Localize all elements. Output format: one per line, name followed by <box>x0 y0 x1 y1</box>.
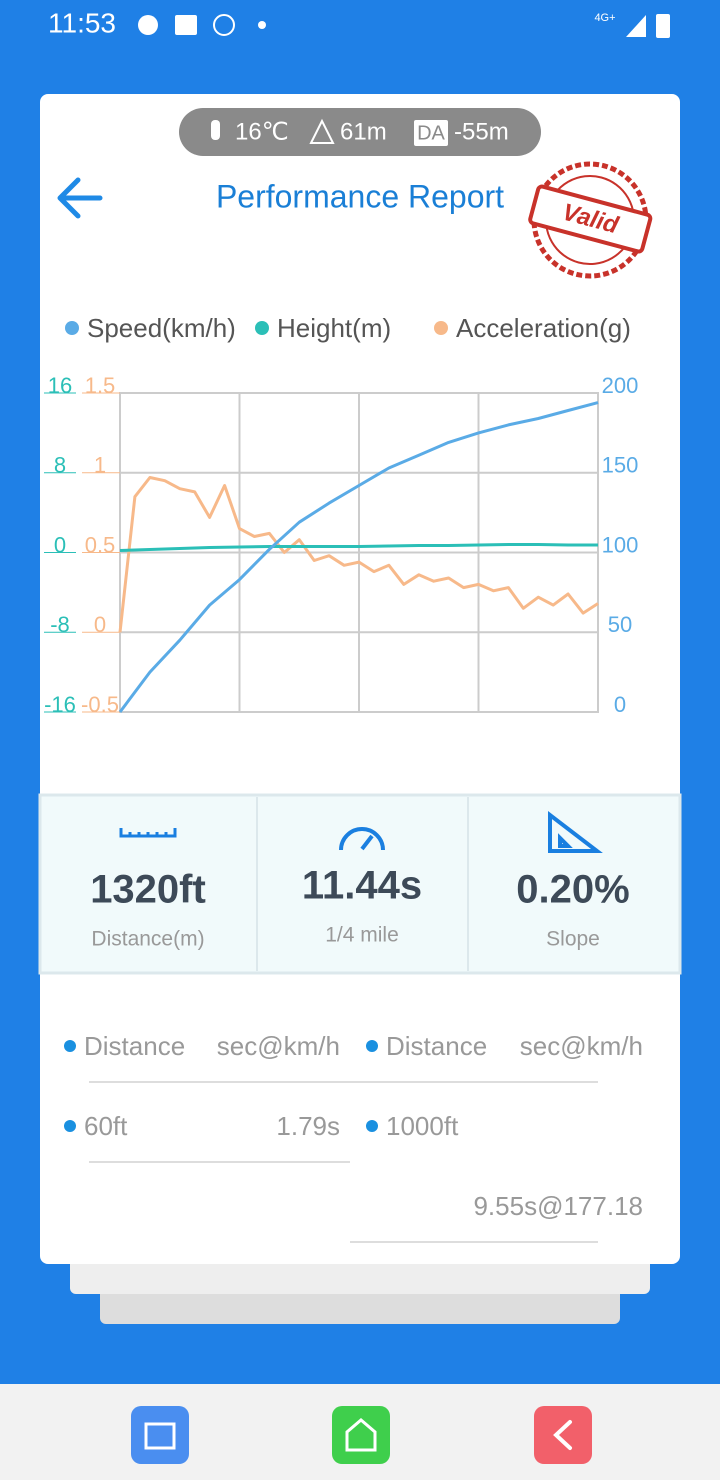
series-line <box>119 543 598 552</box>
legend-marker <box>255 321 269 335</box>
status-icon <box>138 15 158 35</box>
mountain-icon <box>309 118 335 144</box>
ruler-icon <box>119 828 177 838</box>
results-table: Distance sec@km/h Distance sec@km/h 60ft… <box>64 1031 643 1243</box>
y3-tick-label: 1.5 <box>85 373 116 398</box>
bullet <box>64 1040 76 1052</box>
status-network: 4G+ <box>594 12 615 24</box>
y3-tick-label: 0.5 <box>85 532 116 557</box>
gauge-needle <box>360 834 374 851</box>
table-header: sec@km/h <box>520 1031 643 1061</box>
bullet <box>366 1040 378 1052</box>
series-line <box>118 476 599 633</box>
stat-value: 11.44s <box>302 864 422 908</box>
stat-label: 1/4 mile <box>325 924 399 947</box>
stat-value: 0.20% <box>516 868 629 912</box>
y2-tick-label: 100 <box>602 532 639 557</box>
home-button[interactable] <box>332 1406 390 1464</box>
y3-tick-label: -0.5 <box>81 692 119 717</box>
valid-stamp: Valid <box>528 161 653 279</box>
temperature: 16℃ <box>235 118 289 145</box>
legend-marker <box>65 321 79 335</box>
legend-label: Speed(km/h) <box>87 313 236 343</box>
table-cell: 1.79s <box>276 1111 340 1141</box>
y2-tick-label: 150 <box>602 453 639 478</box>
thermo-icon <box>211 120 220 140</box>
status-icon <box>213 14 235 36</box>
table-header: Distance <box>386 1031 487 1061</box>
y2-tick-label: 200 <box>602 373 639 398</box>
recents-button[interactable] <box>131 1406 189 1464</box>
legend-label: Acceleration(g) <box>456 313 631 343</box>
home-icon <box>345 1418 377 1452</box>
bullet <box>64 1120 76 1132</box>
status-time: 11:53 <box>48 7 116 38</box>
conditions-pill <box>179 108 541 156</box>
y-tick-label: -16 <box>44 692 76 717</box>
da-badge: DA <box>417 122 445 144</box>
legend-marker <box>434 321 448 335</box>
stat-label: Distance(m) <box>91 928 204 951</box>
stats-panel <box>38 793 682 975</box>
signal-icon <box>626 15 646 37</box>
y3-tick-label: 0 <box>94 612 106 637</box>
battery-icon <box>656 14 670 38</box>
density-altitude: -55m <box>454 118 509 145</box>
stat-value: 1320ft <box>90 868 206 912</box>
altitude: 61m <box>340 118 387 145</box>
back-nav-icon <box>553 1420 572 1450</box>
series-line <box>118 401 599 713</box>
bullet <box>366 1120 378 1132</box>
y-tick-label: -8 <box>50 612 70 637</box>
table-cell: 9.55s@177.18 <box>473 1191 643 1221</box>
y-tick-label: 8 <box>54 453 66 478</box>
table-header: sec@km/h <box>217 1031 340 1061</box>
table-cell: 1000ft <box>386 1111 459 1141</box>
status-icon <box>175 15 197 35</box>
y2-tick-label: 50 <box>608 612 632 637</box>
gauge-icon <box>339 827 385 851</box>
stat-label: Slope <box>546 928 600 951</box>
y2-tick-label: 0 <box>614 692 626 717</box>
table-header: Distance <box>84 1031 185 1061</box>
back-nav-button[interactable] <box>534 1406 592 1464</box>
chart: 0 50 100 150 200 -16 -8 0 8 16 -0.5 0 0.5 1 1.5 Speed(k… <box>44 313 638 717</box>
page-title: Performance Report <box>216 178 504 214</box>
y-tick-label: 16 <box>48 373 72 398</box>
legend-label: Height(m) <box>277 313 391 343</box>
table-cell: 60ft <box>84 1111 128 1141</box>
recents-icon <box>144 1422 176 1450</box>
status-dot <box>258 21 266 29</box>
da-badge-bg <box>414 120 448 146</box>
slope-icon <box>548 810 603 853</box>
y3-tick-label: 1 <box>94 453 106 478</box>
y-tick-label: 0 <box>54 532 66 557</box>
back-button[interactable] <box>57 177 103 219</box>
